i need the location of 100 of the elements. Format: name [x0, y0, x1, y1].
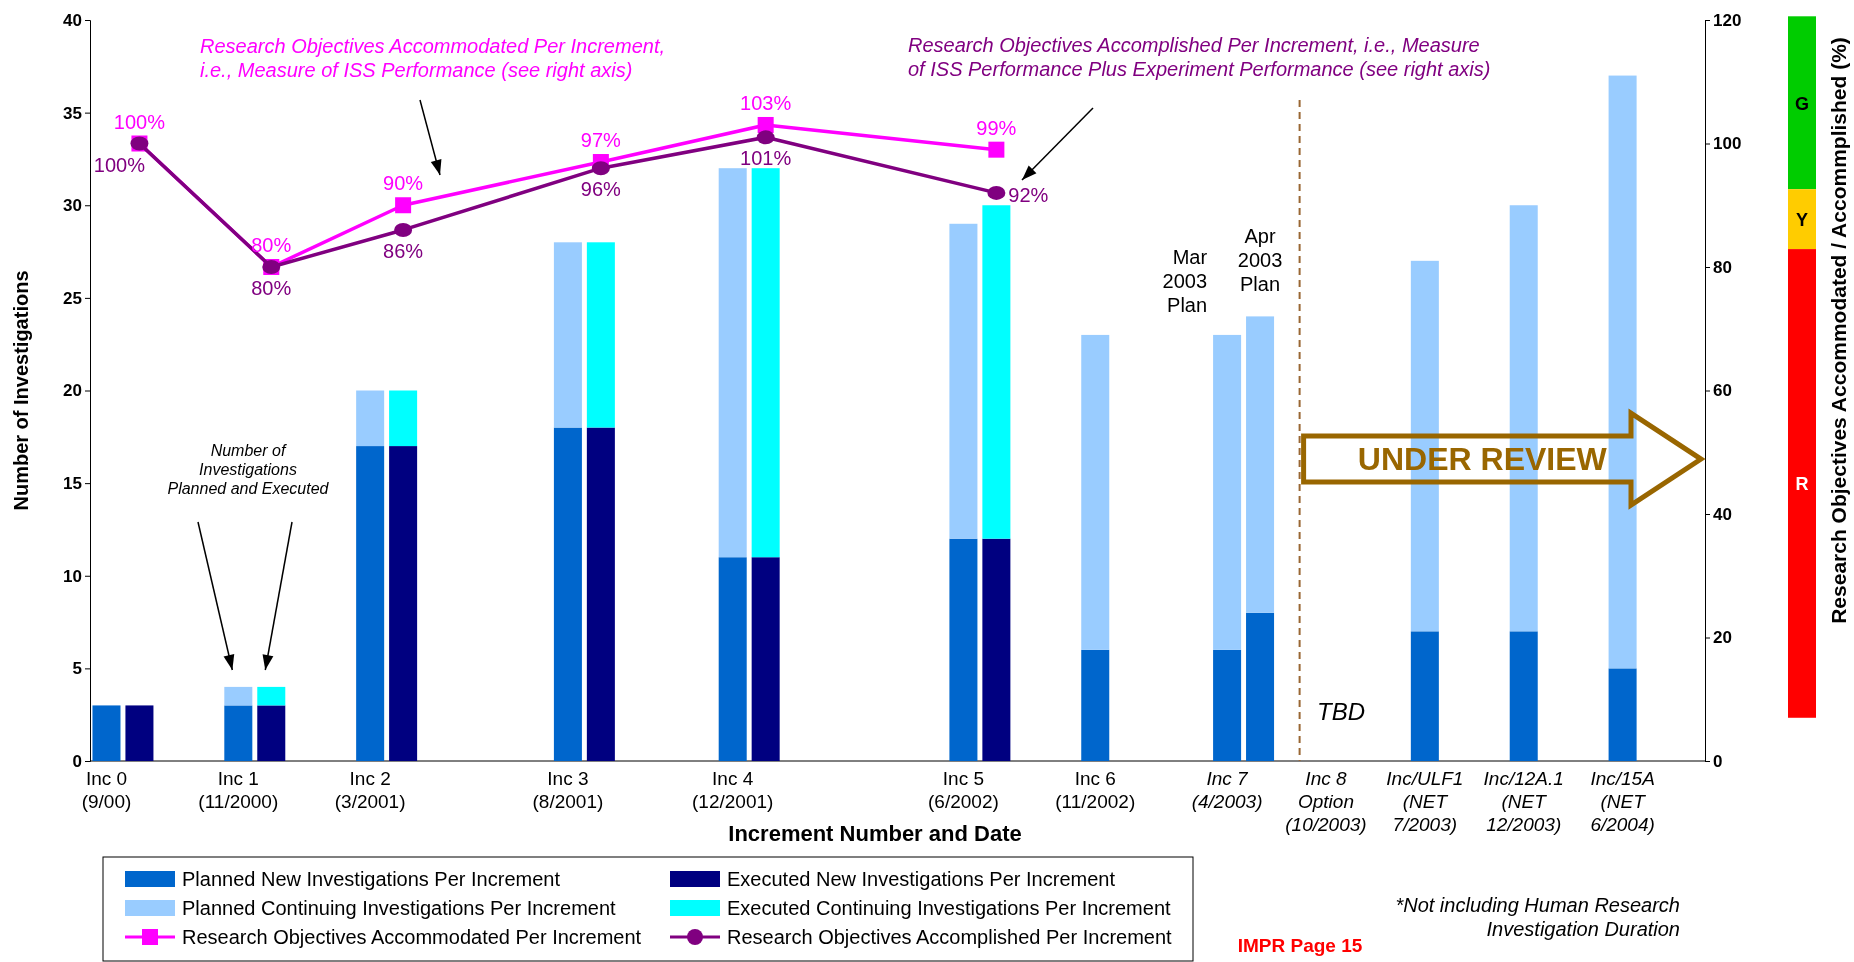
point [394, 222, 413, 237]
bar [356, 390, 385, 447]
bar [389, 390, 418, 447]
bar [356, 446, 385, 761]
legend-label: Planned Continuing Investigations Per Increment [182, 897, 617, 919]
annotation: UNDER REVIEW [1357, 441, 1608, 478]
data-label: 100% [113, 110, 166, 133]
data-label: 90% [383, 172, 424, 195]
bar [553, 427, 582, 761]
bar [1608, 668, 1637, 761]
bar [586, 242, 615, 428]
data-label: 103% [740, 91, 792, 114]
y2-tick-label: 20 [1713, 628, 1732, 648]
y-tick-label: 0 [72, 751, 82, 771]
y2-tick-label: 40 [1713, 504, 1732, 524]
x-tick-label: Inc/12A.1 (NET 12/2003) [1483, 768, 1564, 835]
bar [92, 705, 121, 761]
text: Y [1795, 210, 1809, 231]
bar [1213, 649, 1242, 761]
y2-tick-label: 60 [1713, 381, 1732, 401]
text: R [1795, 474, 1809, 495]
x-tick-label: Inc 4 (12/2001) [692, 768, 774, 812]
legend-label: Research Objectives Accommodated Per Increment [182, 926, 642, 948]
x-tick-label: Inc 1 (11/2000) [198, 768, 279, 812]
bar [125, 705, 154, 761]
bar [1081, 649, 1110, 761]
x-tick-label: Inc/ULF1 (NET 7/2003) [1386, 768, 1464, 835]
y-axis-title: Number of Investigations [10, 270, 32, 511]
y2-tick-label: 100 [1713, 134, 1742, 154]
y-tick-label: 5 [72, 659, 82, 679]
text: G [1794, 93, 1810, 114]
point [757, 116, 774, 133]
y2-tick-label: 80 [1713, 257, 1732, 277]
data-label: 100% [93, 153, 146, 176]
x-tick-label: Inc 2 (3/2001) [334, 768, 406, 812]
legend-label: Executed New Investigations Per Increment [727, 868, 1116, 890]
data-label: 86% [383, 239, 424, 262]
bar [586, 427, 615, 761]
bar [1509, 631, 1538, 761]
bar [982, 205, 1011, 539]
x-tick-label: Inc 6 (11/2002) [1055, 768, 1136, 812]
point [395, 197, 412, 214]
x-tick-label: Inc/15A (NET 6/2004) [1590, 768, 1655, 835]
bar [1410, 631, 1439, 761]
x-tick-label: Inc 3 (8/2001) [532, 768, 604, 812]
bar [718, 168, 747, 558]
annotation: Research Objectives Accomplished Per Increment, i.e., Measure of ISS Performance Plus Experiment Performance (see right axis) [908, 34, 1491, 80]
y-tick-label: 35 [63, 103, 82, 123]
data-label: 92% [1008, 183, 1049, 206]
bar [1213, 334, 1242, 650]
bar [718, 557, 747, 761]
bar [751, 557, 780, 761]
point [591, 161, 610, 176]
annotation: Mar 2003 Plan [1162, 246, 1208, 316]
bar [751, 168, 780, 558]
bar [1608, 75, 1637, 669]
data-label: 99% [976, 116, 1017, 139]
data-label: 101% [740, 147, 792, 170]
data-label: 96% [580, 178, 622, 201]
bar [949, 223, 978, 539]
bar [389, 446, 418, 761]
y-tick-label: 20 [63, 381, 82, 401]
bar [257, 686, 286, 706]
y-tick-label: 10 [63, 566, 82, 586]
annotation: Apr 2003 Plan [1237, 225, 1283, 295]
x-tick-label: Inc 8 Option (10/2003) [1285, 768, 1367, 835]
annotation: Research Objectives Accommodated Per Increment, i.e., Measure of ISS Performance (see right axis) [200, 35, 666, 81]
legend-label: Planned New Investigations Per Increment [182, 868, 561, 890]
y2-axis-title: Research Objectives Accommodated / Accommplished (%) [1827, 37, 1850, 624]
data-label: 80% [251, 277, 292, 299]
bar [949, 538, 978, 761]
x-tick-label: Inc 7 (4/2003) [1191, 768, 1263, 812]
bar [1081, 334, 1110, 650]
x-axis-title: Increment Number and Date [728, 821, 1022, 846]
bar [1246, 316, 1275, 613]
y-tick-label: 15 [63, 474, 82, 494]
data-label: 97% [580, 129, 622, 152]
point [987, 185, 1006, 200]
point [988, 141, 1005, 158]
legend-label: Executed Continuing Investigations Per Increment [727, 897, 1172, 919]
y-tick-label: 25 [63, 288, 82, 308]
legend-label: Research Objectives Accomplished Per Increment [727, 926, 1173, 948]
y2-tick-label: 120 [1713, 10, 1742, 30]
bar [224, 705, 253, 761]
bar [224, 686, 253, 706]
x-tick-label: Inc 5 (6/2002) [928, 768, 999, 812]
bar [982, 538, 1011, 761]
annotation: TBD [1316, 698, 1365, 726]
text: *Not including Human Research Investigation Duration [1395, 894, 1680, 940]
bar [553, 242, 582, 428]
x-tick-label: Inc 0 (9/00) [81, 768, 132, 812]
point [756, 130, 775, 145]
annotation: Number of Investigations Planned and Executed [167, 442, 330, 498]
bar [257, 705, 286, 761]
data-label: 80% [251, 234, 292, 256]
y-tick-label: 30 [63, 196, 82, 216]
y-tick-label: 40 [63, 10, 82, 30]
bar [1246, 612, 1275, 761]
text: IMPR Page 15 [1237, 935, 1363, 956]
y2-tick-label: 0 [1713, 751, 1723, 771]
